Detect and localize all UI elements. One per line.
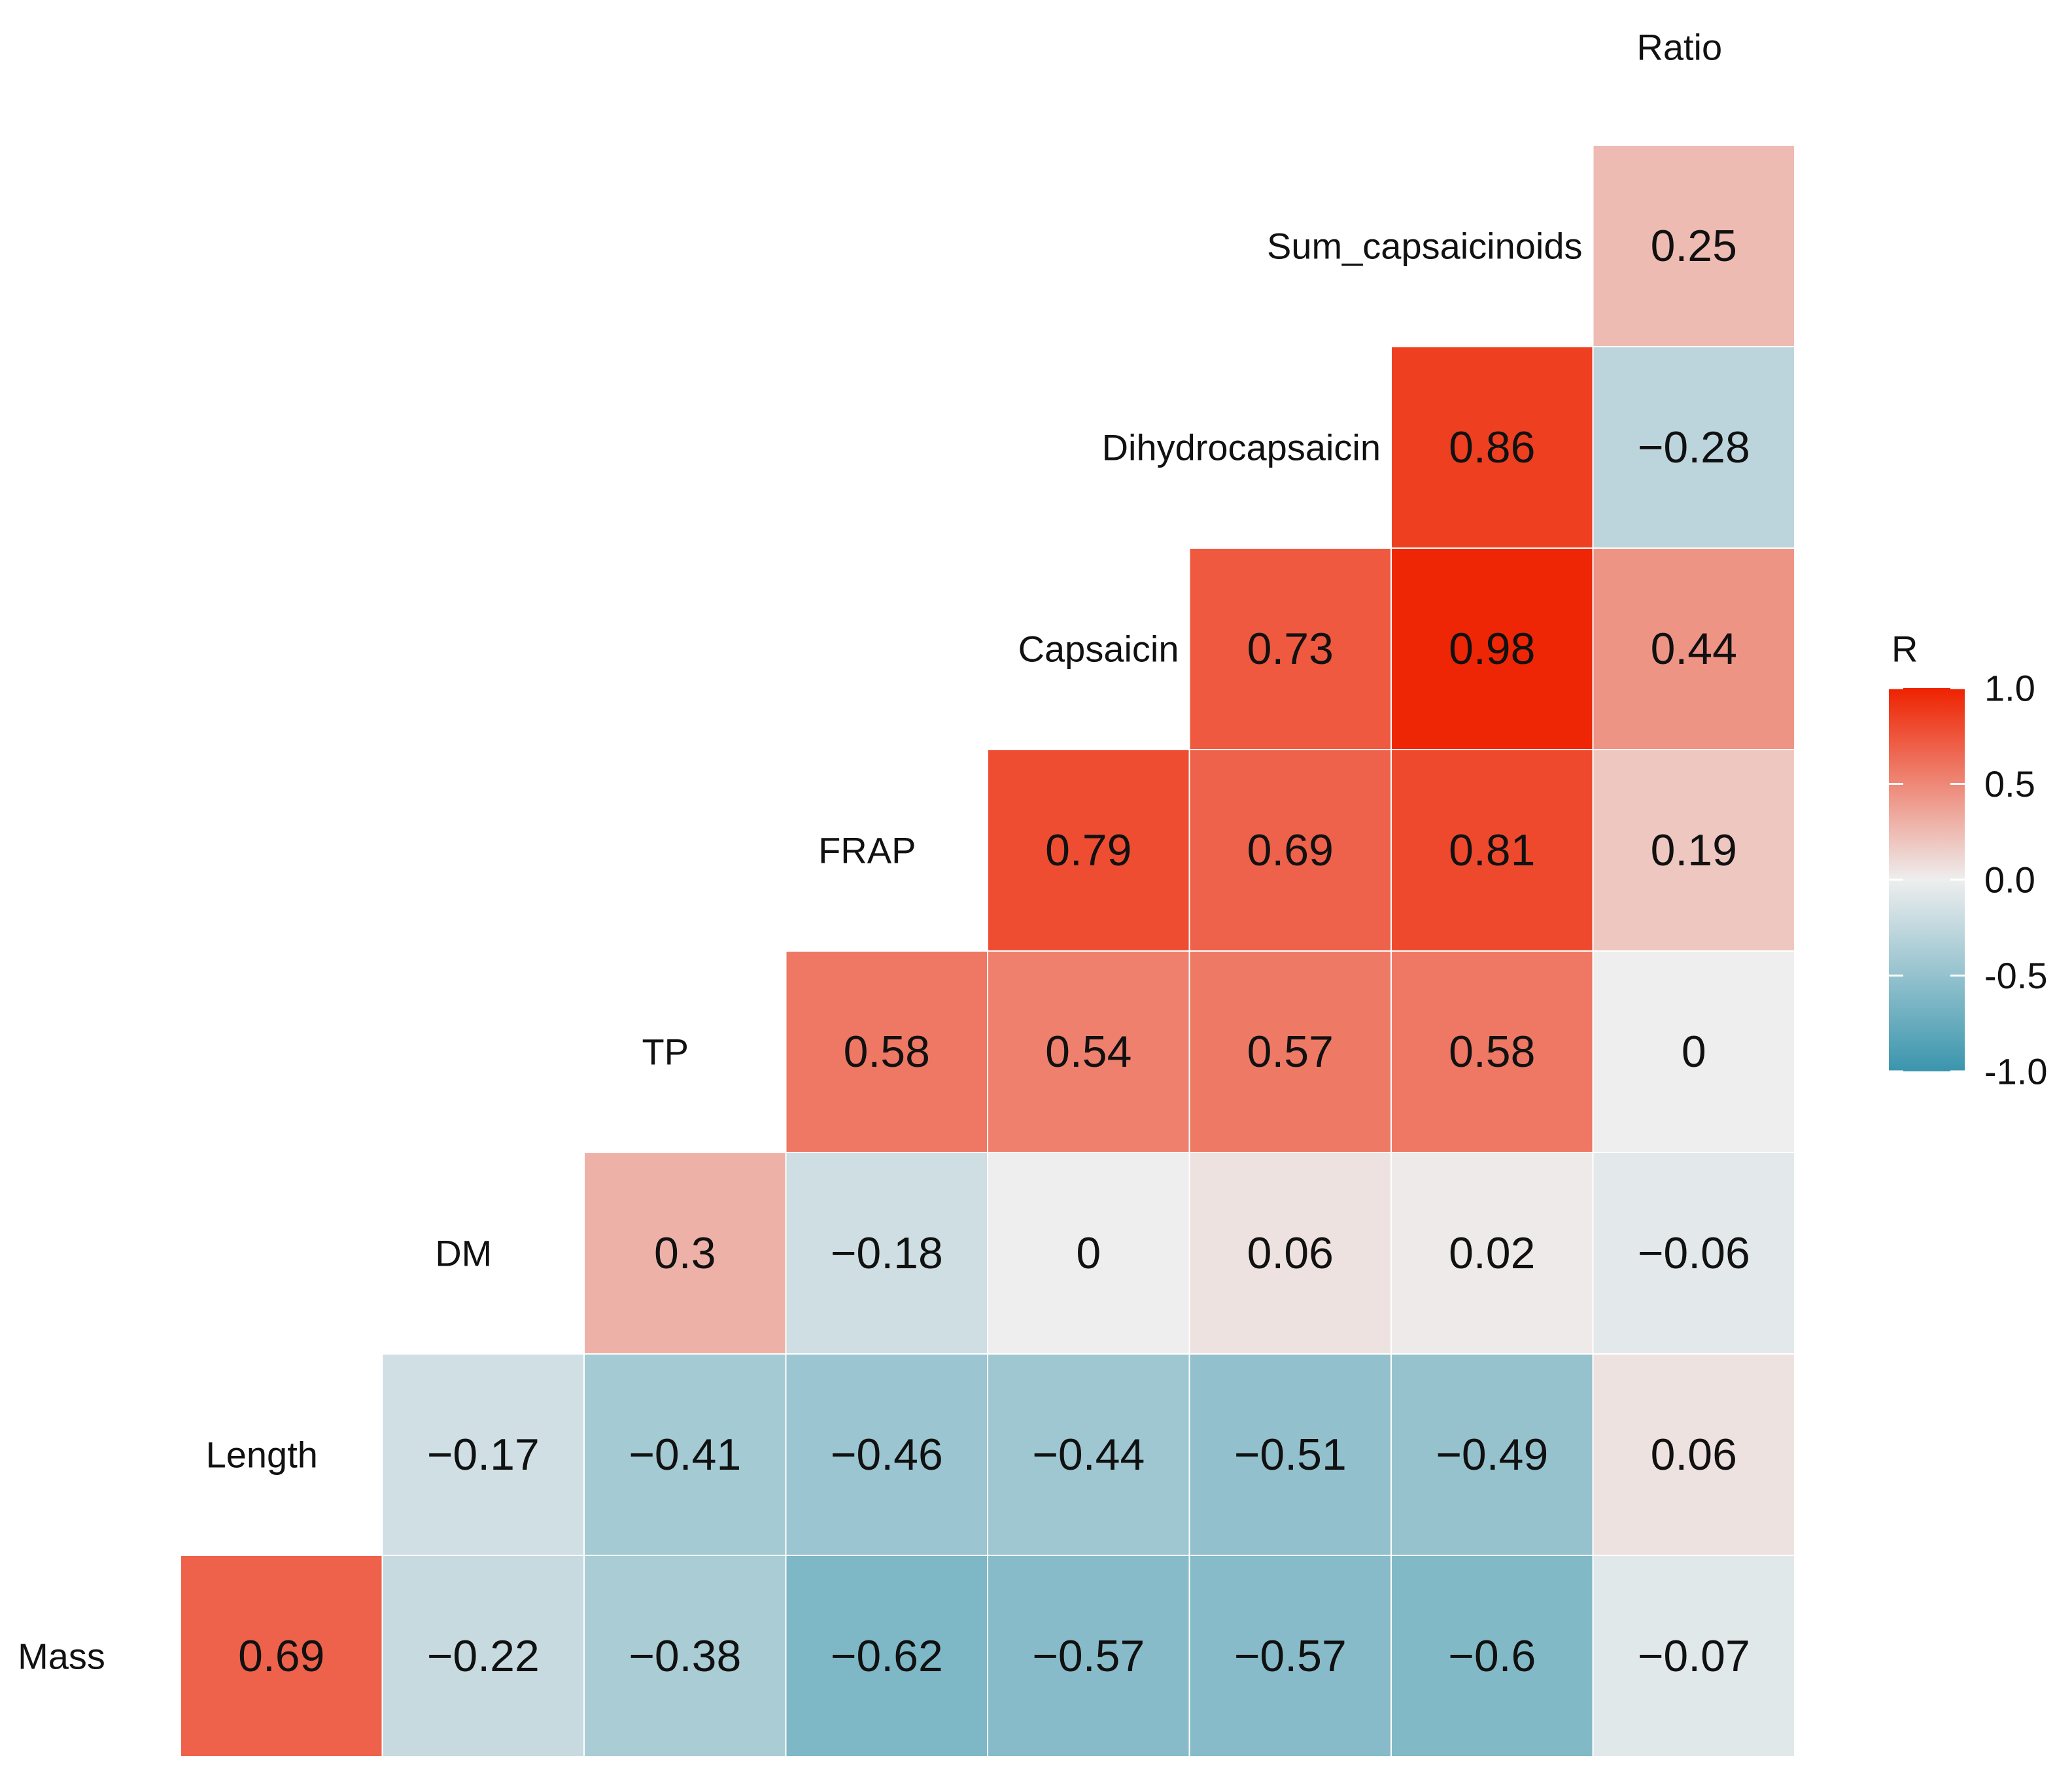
- cell-mass-sum-capsaicinoids-label: −0.6: [1448, 1631, 1536, 1681]
- cell-length-capsaicin: [987, 1353, 1190, 1556]
- heatmap-cell-labels: 0.69 −0.22 −0.38 −0.62 −0.57 −0.57 −0.6 −0.07 −0…: [238, 221, 1750, 1681]
- cell-mass-tp-label: −0.38: [629, 1631, 741, 1681]
- cell-length-frap-label: −0.46: [831, 1430, 943, 1480]
- variable-label-frap: FRAP: [818, 830, 916, 871]
- cell-mass-dm: [381, 1555, 585, 1757]
- cell-dm-sum-capsaicinoids-label: 0.02: [1449, 1228, 1535, 1278]
- variable-label-length: Length: [206, 1434, 318, 1476]
- cell-dm-ratio-label: −0.06: [1638, 1228, 1750, 1278]
- cell-frap-ratio: [1592, 749, 1795, 952]
- cell-capsaicin-ratio: [1592, 547, 1795, 750]
- cell-mass-length: [180, 1555, 383, 1757]
- cell-dm-capsaicin: [987, 1152, 1190, 1355]
- cell-mass-ratio-label: −0.07: [1638, 1631, 1750, 1681]
- cell-tp-ratio: [1592, 950, 1795, 1153]
- cell-mass-dihydrocapsaicin-label: −0.57: [1234, 1631, 1347, 1681]
- cell-dihydrocapsaicin-ratio: [1592, 346, 1795, 549]
- cell-tp-dihydrocapsaicin-label: 0.57: [1247, 1027, 1334, 1077]
- cell-mass-ratio: [1592, 1555, 1795, 1757]
- cell-tp-capsaicin-label: 0.54: [1045, 1027, 1131, 1077]
- cell-mass-dm-label: −0.22: [427, 1631, 540, 1681]
- cell-length-dm-label: −0.17: [427, 1430, 540, 1480]
- cell-frap-dihydrocapsaicin-label: 0.69: [1247, 825, 1334, 875]
- cell-mass-sum-capsaicinoids: [1390, 1555, 1594, 1757]
- cell-sum-capsaicinoids-ratio-label: 0.25: [1651, 221, 1737, 271]
- cell-capsaicin-dihydrocapsaicin: [1188, 547, 1392, 750]
- cell-frap-ratio-label: 0.19: [1651, 825, 1737, 875]
- legend-tick-label: 0.0: [1984, 859, 2035, 901]
- cell-length-ratio: [1592, 1353, 1795, 1556]
- cell-dihydrocapsaicin-ratio-label: −0.28: [1638, 423, 1750, 472]
- cell-dm-dihydrocapsaicin-label: 0.06: [1247, 1228, 1334, 1278]
- cell-mass-frap: [785, 1555, 988, 1757]
- legend-tick-label: 1.0: [1984, 668, 2035, 709]
- cell-frap-dihydrocapsaicin: [1188, 749, 1392, 952]
- cell-dm-tp-label: 0.3: [654, 1228, 716, 1278]
- cell-tp-capsaicin: [987, 950, 1190, 1153]
- cell-tp-sum-capsaicinoids: [1390, 950, 1594, 1153]
- cell-sum-capsaicinoids-ratio: [1592, 145, 1795, 347]
- legend-tick-label: -0.5: [1984, 955, 2048, 996]
- cell-mass-dihydrocapsaicin: [1188, 1555, 1392, 1757]
- cell-length-dihydrocapsaicin-label: −0.51: [1234, 1430, 1347, 1480]
- cell-dm-ratio: [1592, 1152, 1795, 1355]
- variable-label-tp: TP: [642, 1031, 689, 1073]
- variable-label-dm: DM: [435, 1233, 492, 1274]
- cell-capsaicin-sum-capsaicinoids-label: 0.98: [1449, 624, 1535, 674]
- cell-length-tp: [583, 1353, 787, 1556]
- color-legend: R 1.0 0.5 0.0 -0.5 -1.0: [1889, 629, 2048, 1092]
- cell-frap-capsaicin: [987, 749, 1190, 952]
- cell-length-dihydrocapsaicin: [1188, 1353, 1392, 1556]
- cell-frap-sum-capsaicinoids: [1390, 749, 1594, 952]
- cell-frap-capsaicin-label: 0.79: [1045, 825, 1131, 875]
- cell-dm-frap-label: −0.18: [831, 1228, 943, 1278]
- cell-dm-capsaicin-label: 0: [1076, 1228, 1101, 1278]
- variable-label-mass: Mass: [18, 1636, 105, 1677]
- heatmap-cells: [180, 145, 1795, 1757]
- variable-label-ratio: Ratio: [1636, 27, 1722, 68]
- legend-tick-label: 0.5: [1984, 763, 2035, 805]
- cell-capsaicin-ratio-label: 0.44: [1651, 624, 1737, 674]
- cell-mass-frap-label: −0.62: [831, 1631, 943, 1681]
- cell-tp-sum-capsaicinoids-label: 0.58: [1449, 1027, 1535, 1077]
- variable-label-dihydrocapsaicin: Dihydrocapsaicin: [1102, 427, 1381, 468]
- cell-tp-frap: [785, 950, 988, 1153]
- cell-dm-tp: [583, 1152, 787, 1355]
- cell-tp-frap-label: 0.58: [844, 1027, 930, 1077]
- legend-tick-label: -1.0: [1984, 1051, 2048, 1092]
- variable-labels: Mass Length DM TP FRAP Capsaicin Dihydrocapsai…: [18, 27, 1722, 1677]
- cell-mass-capsaicin: [987, 1555, 1190, 1757]
- cell-dihydrocapsaicin-sum-capsaicinoids: [1390, 346, 1594, 549]
- variable-label-sum-capsaicinoids: Sum_capsaicinoids: [1267, 226, 1582, 267]
- cell-dm-sum-capsaicinoids: [1390, 1152, 1594, 1355]
- cell-dm-frap: [785, 1152, 988, 1355]
- cell-length-capsaicin-label: −0.44: [1032, 1430, 1145, 1480]
- legend-title: R: [1891, 629, 1918, 670]
- cell-length-dm: [381, 1353, 585, 1556]
- variable-label-capsaicin: Capsaicin: [1018, 629, 1179, 670]
- cell-length-ratio-label: 0.06: [1651, 1430, 1737, 1480]
- cell-length-tp-label: −0.41: [629, 1430, 741, 1480]
- cell-capsaicin-dihydrocapsaicin-label: 0.73: [1247, 624, 1334, 674]
- cell-frap-sum-capsaicinoids-label: 0.81: [1449, 825, 1535, 875]
- cell-dihydrocapsaicin-sum-capsaicinoids-label: 0.86: [1449, 423, 1535, 472]
- cell-mass-length-label: 0.69: [238, 1631, 324, 1681]
- cell-tp-ratio-label: 0: [1682, 1027, 1706, 1077]
- cell-dm-dihydrocapsaicin: [1188, 1152, 1392, 1355]
- cell-length-sum-capsaicinoids-label: −0.49: [1436, 1430, 1548, 1480]
- cell-mass-capsaicin-label: −0.57: [1032, 1631, 1145, 1681]
